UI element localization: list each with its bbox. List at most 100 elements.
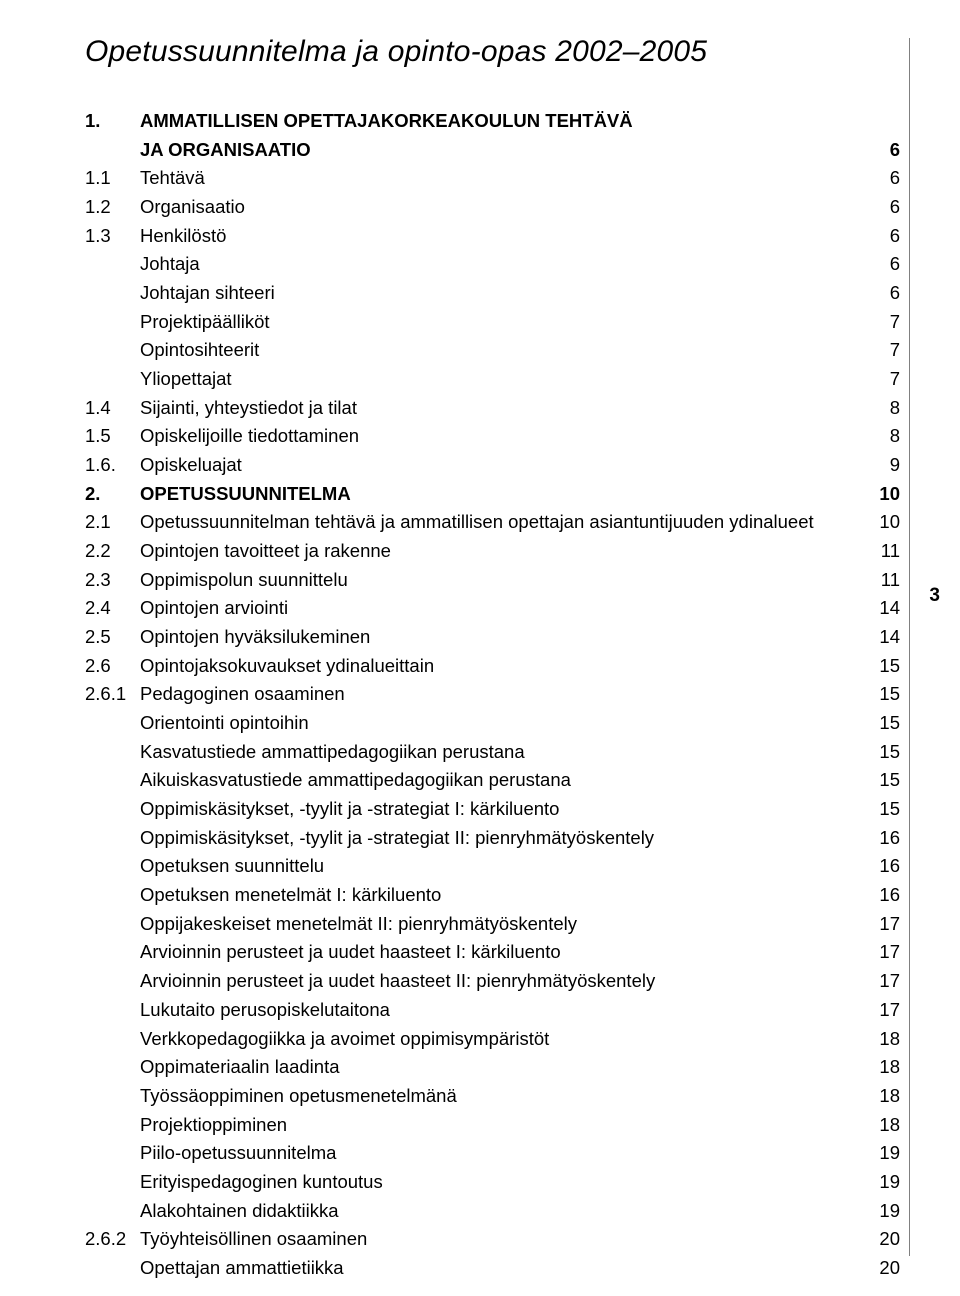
toc-page-number: 6 [860,193,900,222]
toc-text: JA ORGANISAATIO [85,139,311,160]
toc-number: 2.4 [85,594,140,623]
toc-label: Orientointi opintoihin [85,709,860,738]
toc-row: 1.1Tehtävä6 [85,164,900,193]
toc-row: Lukutaito perusopiskelutaitona17 [85,996,900,1025]
toc-text: Opiskelijoille tiedottaminen [140,425,359,446]
toc-label: Oppimiskäsitykset, -tyylit ja -strategia… [85,795,860,824]
toc-row: Opetuksen suunnittelu 16 [85,852,900,881]
toc-row: Oppimateriaalin laadinta18 [85,1053,900,1082]
toc-label: 1.5Opiskelijoille tiedottaminen [85,422,860,451]
toc-page-number: 15 [860,738,900,767]
toc-text: Oppimispolun suunnittelu [140,569,348,590]
toc-label: Opetuksen suunnittelu [85,852,860,881]
toc-label: Johtajan sihteeri [85,279,860,308]
toc-page-number: 15 [860,709,900,738]
toc-row: 2.5Opintojen hyväksilukeminen14 [85,623,900,652]
toc-row: Kasvatustiede ammattipedagogiikan perust… [85,738,900,767]
table-of-contents: 1.AMMATILLISEN OPETTAJAKORKEAKOULUN TEHT… [85,107,900,1283]
toc-label: 2.6Opintojaksokuvaukset ydinalueittain [85,652,860,681]
toc-row: Erityispedagoginen kuntoutus19 [85,1168,900,1197]
toc-row: Työssäoppiminen opetusmenetelmänä18 [85,1082,900,1111]
toc-text: Aikuiskasvatustiede ammattipedagogiikan … [85,769,571,790]
toc-label: Alakohtainen didaktiikka [85,1197,860,1226]
toc-row: Aikuiskasvatustiede ammattipedagogiikan … [85,766,900,795]
toc-label: 2.6.2Työyhteisöllinen osaaminen [85,1225,860,1254]
toc-row: Opintosihteerit7 [85,336,900,365]
toc-page-number: 6 [860,279,900,308]
toc-number: 2.2 [85,537,140,566]
toc-page-number: 16 [860,852,900,881]
toc-page-number: 18 [860,1111,900,1140]
toc-row: Johtaja6 [85,250,900,279]
toc-label: Arvioinnin perusteet ja uudet haasteet I… [85,938,860,967]
toc-page-number: 19 [860,1139,900,1168]
toc-text: Pedagoginen osaaminen [140,683,345,704]
toc-page-number: 8 [860,394,900,423]
toc-text: Opetuksen suunnittelu [85,855,324,876]
toc-page-number: 15 [860,766,900,795]
toc-text: Opintojen tavoitteet ja rakenne [140,540,391,561]
toc-row: Opettajan ammattietiikka 20 [85,1254,900,1283]
toc-page-number: 7 [860,308,900,337]
toc-page-number: 9 [860,451,900,480]
toc-text: Alakohtainen didaktiikka [85,1200,339,1221]
toc-text: Opintojaksokuvaukset ydinalueittain [140,655,434,676]
toc-text: Oppimiskäsitykset, -tyylit ja -strategia… [85,798,559,819]
toc-text: OPETUSSUUNNITELMA [140,483,351,504]
toc-number: 1.1 [85,164,140,193]
toc-label: 1.3Henkilöstö [85,222,860,251]
toc-label: Opintosihteerit [85,336,860,365]
toc-page-number: 16 [860,881,900,910]
toc-label: 2.2Opintojen tavoitteet ja rakenne [85,537,860,566]
toc-page-number: 8 [860,422,900,451]
toc-label: Kasvatustiede ammattipedagogiikan perust… [85,738,860,767]
toc-row: 1.4Sijainti, yhteystiedot ja tilat8 [85,394,900,423]
toc-row: 2.6.2Työyhteisöllinen osaaminen20 [85,1225,900,1254]
side-page-number: 3 [929,585,940,607]
toc-text: Opettajan ammattietiikka [85,1257,344,1278]
toc-label: Projektioppiminen [85,1111,860,1140]
toc-number: 1.5 [85,422,140,451]
toc-number: 2.6 [85,652,140,681]
toc-row: Projektioppiminen 18 [85,1111,900,1140]
toc-text: Arvioinnin perusteet ja uudet haasteet I… [85,941,561,962]
toc-page-number: 15 [860,652,900,681]
toc-number: 2.5 [85,623,140,652]
toc-label: Projektipäälliköt [85,308,860,337]
toc-label: Oppijakeskeiset menetelmät II: pienryhmä… [85,910,860,939]
toc-page-number: 15 [860,680,900,709]
toc-page-number: 17 [860,938,900,967]
toc-label: 1.4Sijainti, yhteystiedot ja tilat [85,394,860,423]
toc-page-number: 18 [860,1053,900,1082]
toc-label: Oppimateriaalin laadinta [85,1053,860,1082]
toc-row: Oppimiskäsitykset, -tyylit ja -strategia… [85,824,900,853]
toc-row: 2.1Opetussuunnitelman tehtävä ja ammatil… [85,508,900,537]
toc-row: Oppijakeskeiset menetelmät II: pienryhmä… [85,910,900,939]
toc-number: 2.6.1 [85,680,140,709]
toc-page-number: 18 [860,1025,900,1054]
toc-page-number: 16 [860,824,900,853]
toc-label: 1.1Tehtävä [85,164,860,193]
toc-page-number: 17 [860,910,900,939]
toc-label: Piilo-opetussuunnitelma [85,1139,860,1168]
toc-page-number: 20 [860,1254,900,1283]
toc-row: Oppimiskäsitykset, -tyylit ja -strategia… [85,795,900,824]
toc-text: Projektioppiminen [85,1114,287,1135]
toc-text: Arvioinnin perusteet ja uudet haasteet I… [85,970,655,991]
toc-label: Lukutaito perusopiskelutaitona [85,996,860,1025]
toc-page-number: 6 [860,222,900,251]
toc-number: 2.6.2 [85,1225,140,1254]
toc-text: Sijainti, yhteystiedot ja tilat [140,397,357,418]
toc-text: Opintosihteerit [85,339,259,360]
toc-label: 1.6.Opiskeluajat [85,451,860,480]
toc-label: Johtaja [85,250,860,279]
toc-label: 2.5Opintojen hyväksilukeminen [85,623,860,652]
toc-number: 1.3 [85,222,140,251]
toc-row: Yliopettajat7 [85,365,900,394]
toc-page-number: 17 [860,967,900,996]
toc-row: Verkkopedagogiikka ja avoimet oppimisymp… [85,1025,900,1054]
toc-page-number: 19 [860,1168,900,1197]
toc-label: Erityispedagoginen kuntoutus [85,1168,860,1197]
toc-text: Organisaatio [140,196,245,217]
toc-page-number: 17 [860,996,900,1025]
